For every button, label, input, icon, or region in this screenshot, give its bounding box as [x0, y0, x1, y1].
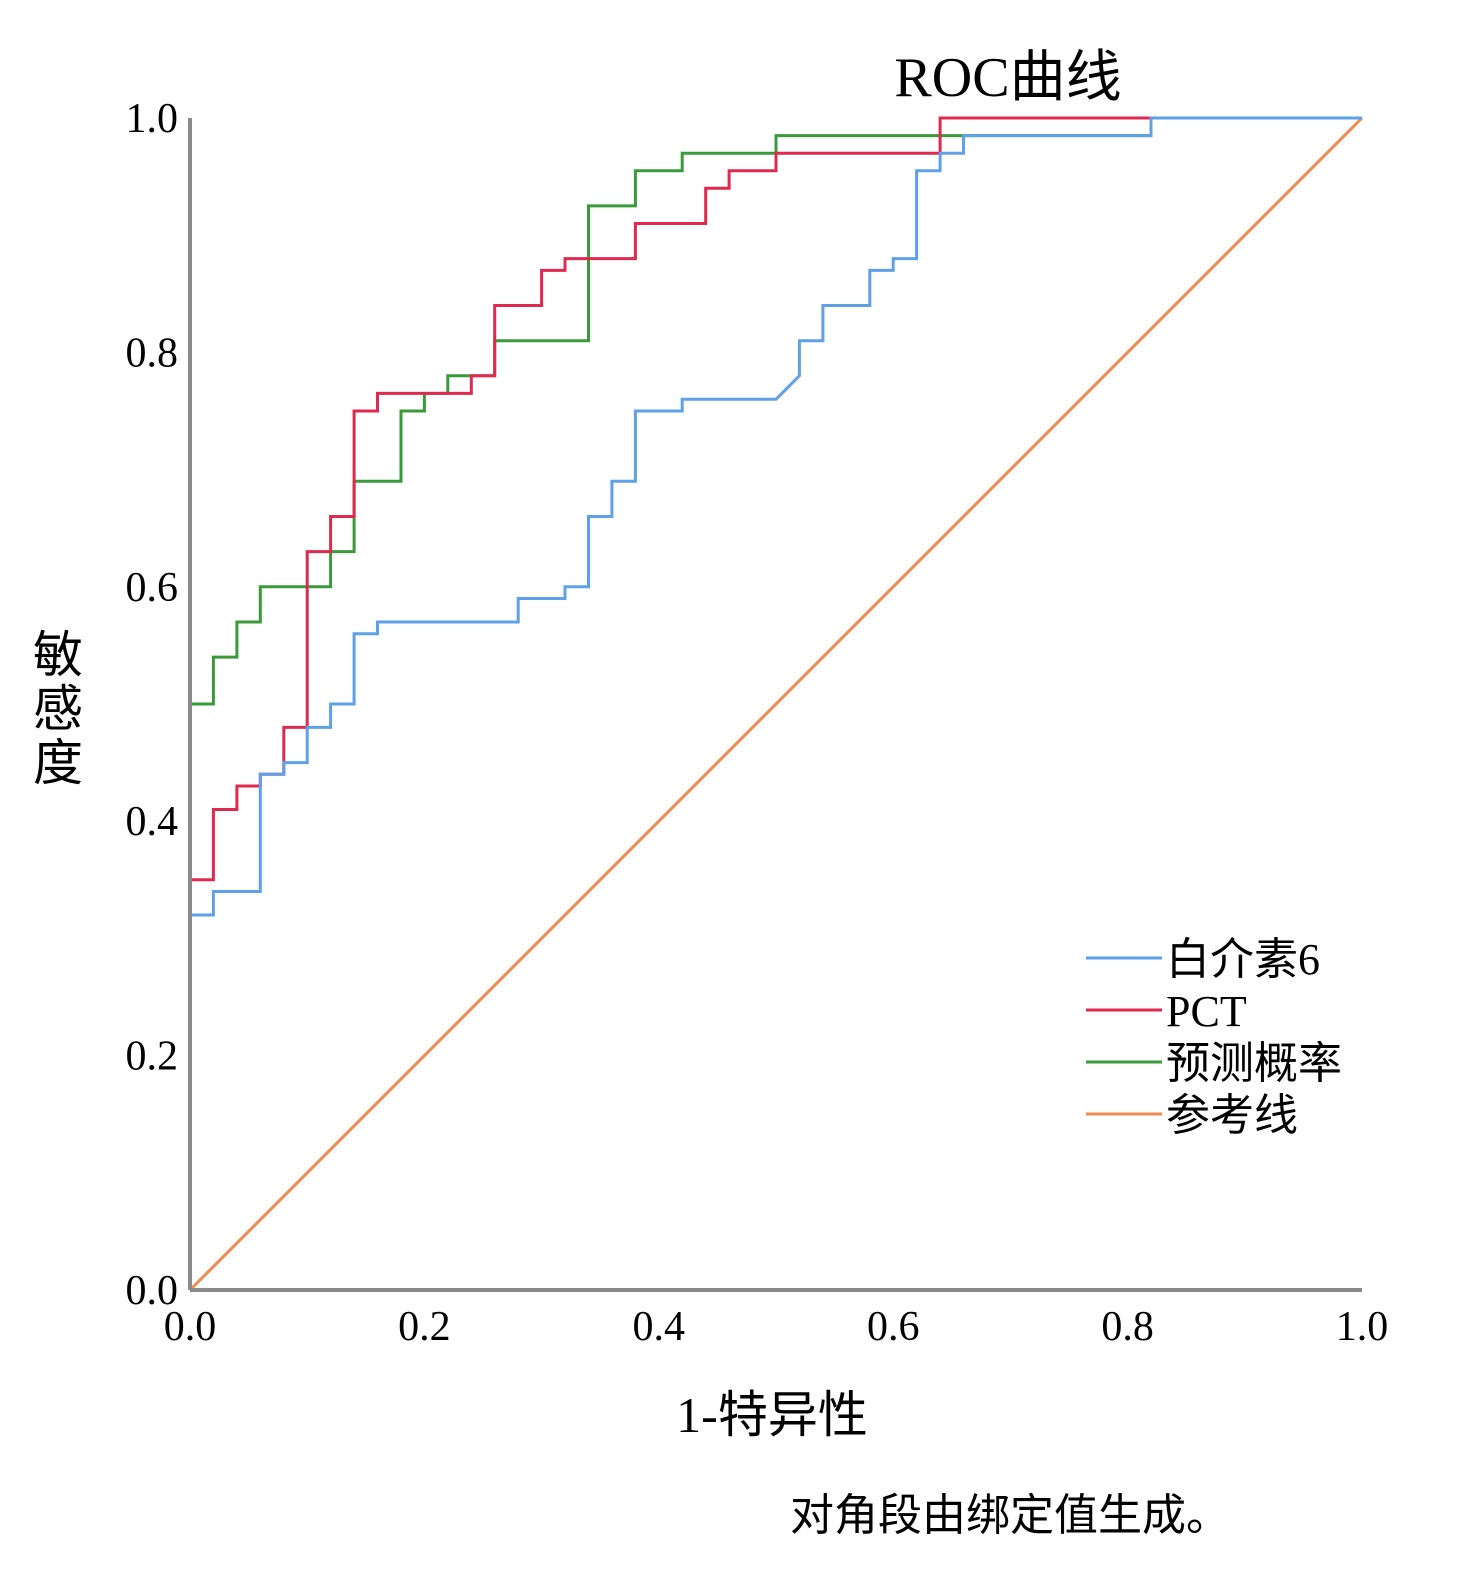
legend-label-2: 预测概率 [1166, 1039, 1342, 1088]
x-axis-title: 1-特异性 [676, 1387, 868, 1443]
y-axis-title: 敏感度 [33, 627, 83, 791]
legend-label-3: 参考线 [1166, 1091, 1298, 1140]
legend-label-1: PCT [1166, 987, 1247, 1036]
y-tick-label: 0.2 [126, 1034, 179, 1080]
series-line-0 [188, 116, 1362, 1290]
y-tick-labels: 0.0 0.2 0.4 0.6 0.8 1.0 [126, 96, 179, 1314]
legend-label-0: 白介素6 [1166, 935, 1320, 984]
x-tick-label: 0.2 [398, 1304, 451, 1350]
y-tick-label: 0.6 [126, 565, 179, 611]
x-tick-labels: 0.0 0.2 0.4 0.6 0.8 1.0 [164, 1304, 1389, 1350]
x-tick-label: 0.6 [867, 1304, 920, 1350]
series-layer [188, 116, 1364, 1292]
x-tick-label: 0.8 [1101, 1304, 1154, 1350]
series-line-3 [188, 116, 1364, 1292]
chart-title: ROC曲线 [894, 47, 1121, 109]
x-tick-label: 0.4 [633, 1304, 686, 1350]
footnote: 对角段由绑定值生成。 [790, 1491, 1230, 1540]
x-tick-label: 1.0 [1336, 1304, 1389, 1350]
y-tick-label: 0.0 [126, 1268, 179, 1314]
x-tick-label: 0.0 [164, 1304, 217, 1350]
y-tick-label: 0.8 [126, 330, 179, 376]
y-tick-label: 0.4 [126, 799, 179, 845]
y-tick-label: 1.0 [126, 96, 179, 142]
